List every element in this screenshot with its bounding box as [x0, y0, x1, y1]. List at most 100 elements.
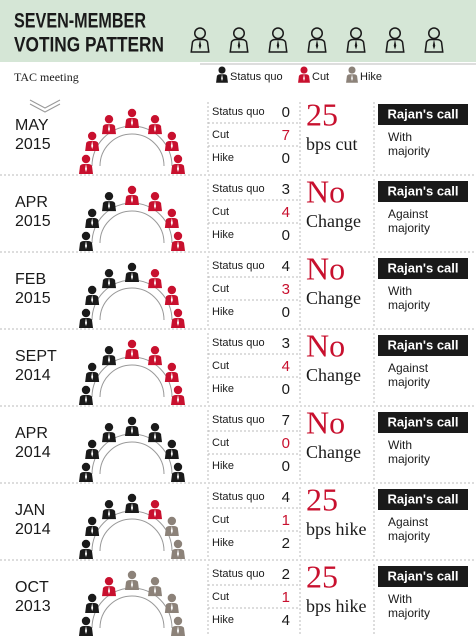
figure-tie — [170, 218, 173, 226]
meeting-month: OCT — [15, 579, 49, 596]
call-label: Rajan's call — [387, 183, 458, 198]
call-box — [378, 412, 468, 433]
figure-tie — [85, 395, 87, 403]
figure-head — [167, 593, 177, 603]
member-figure — [85, 439, 100, 459]
figure-tie — [198, 39, 202, 50]
legend-label: Hike — [360, 71, 382, 83]
figure-head — [104, 499, 114, 509]
legend-label: Status quo — [230, 71, 283, 83]
figure-head — [81, 616, 91, 626]
call-line: With — [388, 130, 412, 144]
figure-head — [150, 114, 160, 124]
count-value: 4 — [282, 489, 290, 506]
figure-tie — [177, 164, 179, 172]
figure-head — [173, 154, 183, 164]
member-figure — [85, 516, 100, 536]
figure-head — [127, 108, 137, 118]
arc-inner — [92, 280, 172, 321]
figure-head — [173, 539, 183, 549]
legend-icon — [216, 66, 228, 83]
figure-head — [173, 616, 183, 626]
figure-tie — [91, 372, 94, 380]
member-figure — [171, 308, 185, 328]
count-value: 0 — [282, 435, 290, 452]
header-icon — [229, 27, 249, 53]
call-line: majority — [388, 144, 430, 158]
member-figure — [148, 191, 162, 212]
member-figure — [148, 422, 162, 443]
count-label: Hike — [212, 460, 234, 472]
member-figure — [171, 231, 185, 251]
figure-tie — [91, 141, 94, 149]
figure-tie — [315, 39, 319, 50]
meeting-year: 2015 — [15, 136, 51, 153]
figure-tie — [91, 603, 94, 611]
figure-tie — [108, 355, 110, 364]
count-label: Cut — [212, 360, 229, 372]
member-figure — [164, 285, 179, 305]
figure-tie — [131, 195, 133, 203]
figure-tie — [131, 580, 133, 588]
call-box — [378, 181, 468, 202]
decision-sub: Change — [306, 288, 361, 308]
count-label: Status quo — [212, 414, 265, 426]
decision-main: 25 — [306, 558, 338, 594]
call-box — [378, 489, 468, 510]
member-figure — [125, 416, 139, 436]
figure-head — [150, 268, 160, 278]
figure-head — [173, 308, 183, 318]
count-label: Cut — [212, 129, 229, 141]
figure-head — [167, 208, 177, 218]
member-figure — [164, 362, 179, 382]
figure-head — [173, 462, 183, 472]
figure-tie — [85, 241, 87, 249]
figure-tie — [108, 201, 110, 210]
figure-head — [150, 191, 160, 201]
decision-sub: Change — [306, 211, 361, 231]
member-figure — [79, 462, 93, 482]
count-value: 4 — [282, 204, 290, 221]
figure-tie — [393, 39, 397, 50]
figure-head — [311, 27, 323, 40]
count-value: 3 — [282, 335, 290, 352]
count-label: Cut — [212, 591, 229, 603]
member-figure — [102, 499, 116, 520]
member-figure — [164, 439, 179, 459]
figure-tie — [91, 295, 94, 303]
figure-tie — [154, 586, 156, 595]
figure-tie — [170, 603, 173, 611]
figure-tie — [91, 218, 94, 226]
figure-tie — [108, 586, 110, 595]
count-label: Cut — [212, 206, 229, 218]
member-figure — [171, 539, 185, 559]
figure-tie — [221, 74, 223, 82]
count-value: 0 — [282, 381, 290, 398]
count-value: 0 — [282, 150, 290, 167]
member-figure — [79, 385, 93, 405]
count-label: Hike — [212, 537, 234, 549]
header-icon — [268, 27, 288, 53]
figure-tie — [276, 39, 280, 50]
figure-tie — [85, 472, 87, 480]
call-line: majority — [388, 375, 430, 389]
figure-head — [87, 362, 97, 372]
count-value: 7 — [282, 412, 290, 429]
decision-main: 25 — [306, 96, 338, 132]
member-figure — [125, 570, 139, 590]
call-label: Rajan's call — [387, 414, 458, 429]
figure-tie — [108, 124, 110, 133]
member-figure — [79, 616, 93, 636]
count-value: 1 — [282, 512, 290, 529]
count-value: 0 — [282, 304, 290, 321]
figure-head — [389, 27, 401, 40]
figure-tie — [177, 395, 179, 403]
member-figure — [102, 268, 116, 289]
member-figure — [125, 185, 139, 205]
figure-tie — [85, 164, 87, 172]
member-figure — [164, 516, 179, 536]
call-label: Rajan's call — [387, 337, 458, 352]
figure-head — [81, 231, 91, 241]
figure-tie — [177, 549, 179, 557]
call-label: Rajan's call — [387, 491, 458, 506]
